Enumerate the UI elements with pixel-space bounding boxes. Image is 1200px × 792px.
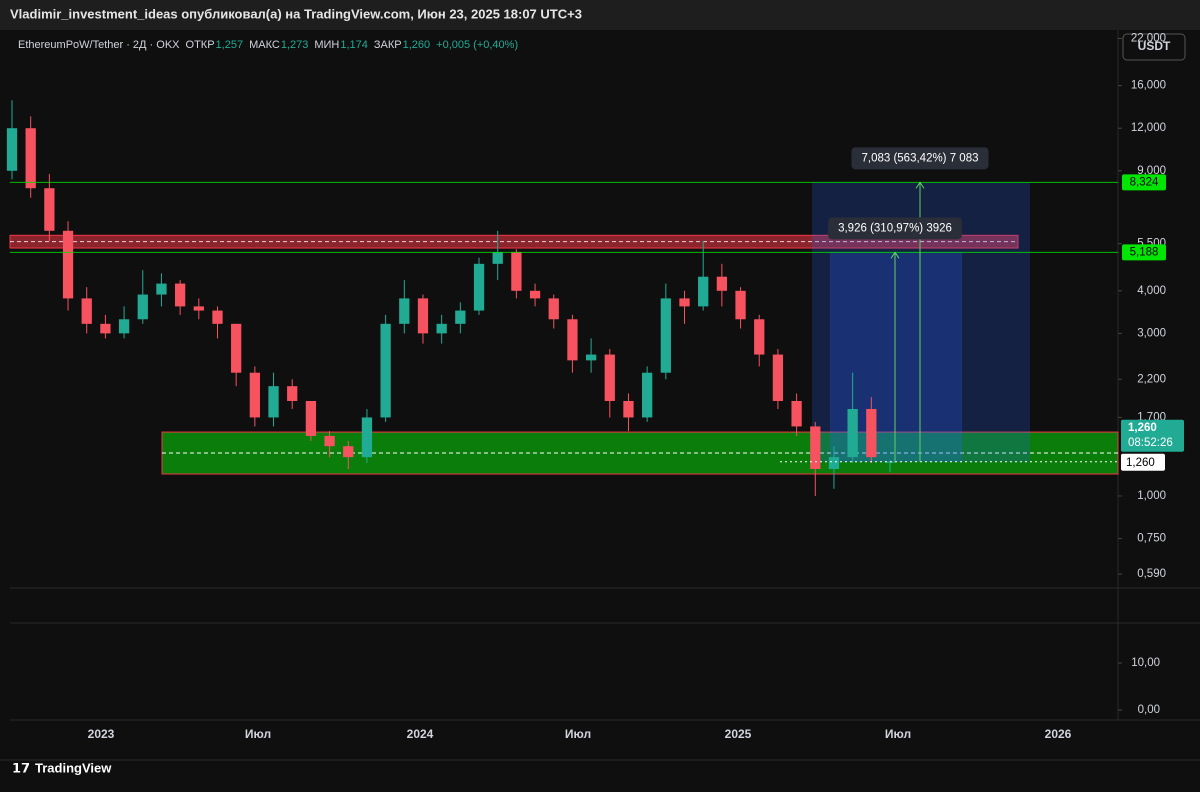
candle-body [417, 298, 429, 334]
candle-body [81, 298, 92, 324]
legend-high: 1,273 [281, 39, 309, 51]
legend-symbol: EthereumPoW/Tether · 2Д · OKX [18, 39, 180, 51]
indicator-tick-label: 0,00 [1138, 704, 1160, 716]
candle-body [287, 386, 298, 401]
measure-label: 3,926 (310,97%) 3926 [838, 222, 952, 234]
candle-body [810, 426, 821, 469]
y-tick-label: 2,200 [1137, 373, 1166, 385]
y-tick-label: 9,000 [1137, 165, 1166, 177]
x-tick-label: 2023 [88, 727, 115, 741]
x-tick-label: Июл [245, 727, 271, 741]
y-tick-label: 4,000 [1137, 285, 1166, 297]
candle-body [268, 386, 279, 418]
candle-body [567, 319, 578, 361]
candle-body [399, 298, 410, 324]
candle-body [473, 263, 485, 311]
x-tick-label: 2026 [1045, 727, 1072, 741]
last-price-tag [1121, 419, 1184, 452]
candle-body [156, 283, 167, 295]
candle-body [754, 319, 765, 355]
last-price-label: 1,260 [1128, 422, 1157, 434]
candle-body [324, 435, 335, 447]
candle-body [698, 276, 709, 307]
footer-logo: 𝟭𝟳 [12, 760, 30, 775]
last-price-tag-2 [1121, 453, 1165, 471]
measure-label: 7,083 (563,42%) 7 083 [861, 152, 978, 164]
legend-open-label: ОТКР [186, 39, 215, 51]
candle-body [62, 230, 74, 299]
candle-body [492, 251, 503, 264]
candle-body [791, 400, 802, 427]
y-tick-label: 16,000 [1131, 80, 1166, 92]
level-label: 5,188 [1130, 246, 1159, 258]
measure-label-bg [828, 217, 962, 240]
candle-body [847, 408, 858, 458]
candle-body [6, 128, 18, 171]
x-tick-label: Июл [885, 727, 911, 741]
candle-body [44, 188, 55, 231]
candle-body [548, 298, 559, 320]
candle-body [380, 323, 391, 418]
y-tick-label: 12,000 [1131, 122, 1166, 134]
level-label: 8,324 [1130, 176, 1159, 188]
candle-body [679, 298, 690, 307]
y-tick-label: 0,750 [1137, 533, 1166, 545]
candle-body [137, 294, 148, 320]
legend-high-label: МАКС [249, 39, 280, 51]
legend-close-label: ЗАКР [374, 39, 402, 51]
candle-body [585, 354, 597, 361]
candle-body [212, 310, 223, 324]
publisher: Vladimir_investment_ideas опубликовал(а)… [10, 6, 582, 21]
measure-label-bg [851, 147, 989, 170]
candle-body [660, 298, 671, 373]
candle-body [361, 417, 373, 458]
x-tick-label: Июл [565, 727, 591, 741]
legend-low-label: МИН [314, 39, 339, 51]
footer-brand: TradingView [35, 760, 112, 775]
y-tick-label: 3,000 [1137, 327, 1166, 339]
candle-body [866, 408, 877, 458]
candle-body [511, 251, 522, 291]
level-tag [1122, 244, 1166, 261]
candle-body [231, 323, 242, 373]
legend-open: 1,257 [216, 39, 244, 51]
candle-body [604, 354, 615, 401]
candle-body [828, 457, 840, 469]
y-tick-label: 0,590 [1137, 568, 1166, 580]
candle-body [735, 290, 746, 320]
y-tick-label: 22,000 [1131, 33, 1166, 45]
candle-body [642, 372, 653, 418]
candle-body [174, 283, 186, 307]
indicator-tick-label: 10,00 [1131, 657, 1160, 669]
candle-body [118, 319, 130, 334]
currency-label[interactable]: USDT [1138, 39, 1171, 53]
candle-body [25, 128, 36, 189]
currency-button[interactable] [1122, 33, 1186, 61]
candle-body [305, 400, 317, 436]
measure-arrowhead [915, 181, 925, 189]
candle-body [249, 372, 260, 418]
legend-close: 1,260 [403, 39, 431, 51]
candle-body [343, 446, 354, 458]
level-tag [1122, 174, 1166, 191]
legend-change: +0,005 (+0,40%) [436, 39, 518, 51]
candle-body [455, 310, 466, 324]
candle-body [100, 323, 111, 334]
candle-body [529, 290, 541, 299]
x-tick-label: 2024 [407, 727, 434, 741]
x-tick-label: 2025 [725, 727, 752, 741]
countdown: 08:52:26 [1128, 437, 1173, 449]
candle-body [623, 400, 634, 418]
y-tick-label: 1,000 [1137, 490, 1166, 502]
candle-body [193, 306, 204, 311]
legend-low: 1,174 [340, 39, 368, 51]
header-bar [0, 0, 1200, 30]
candle-body [436, 323, 447, 334]
last-price-label-2: 1,260 [1126, 457, 1155, 469]
candle-body [772, 354, 784, 401]
measure-arrowhead [890, 251, 900, 259]
candle-body [716, 276, 728, 291]
